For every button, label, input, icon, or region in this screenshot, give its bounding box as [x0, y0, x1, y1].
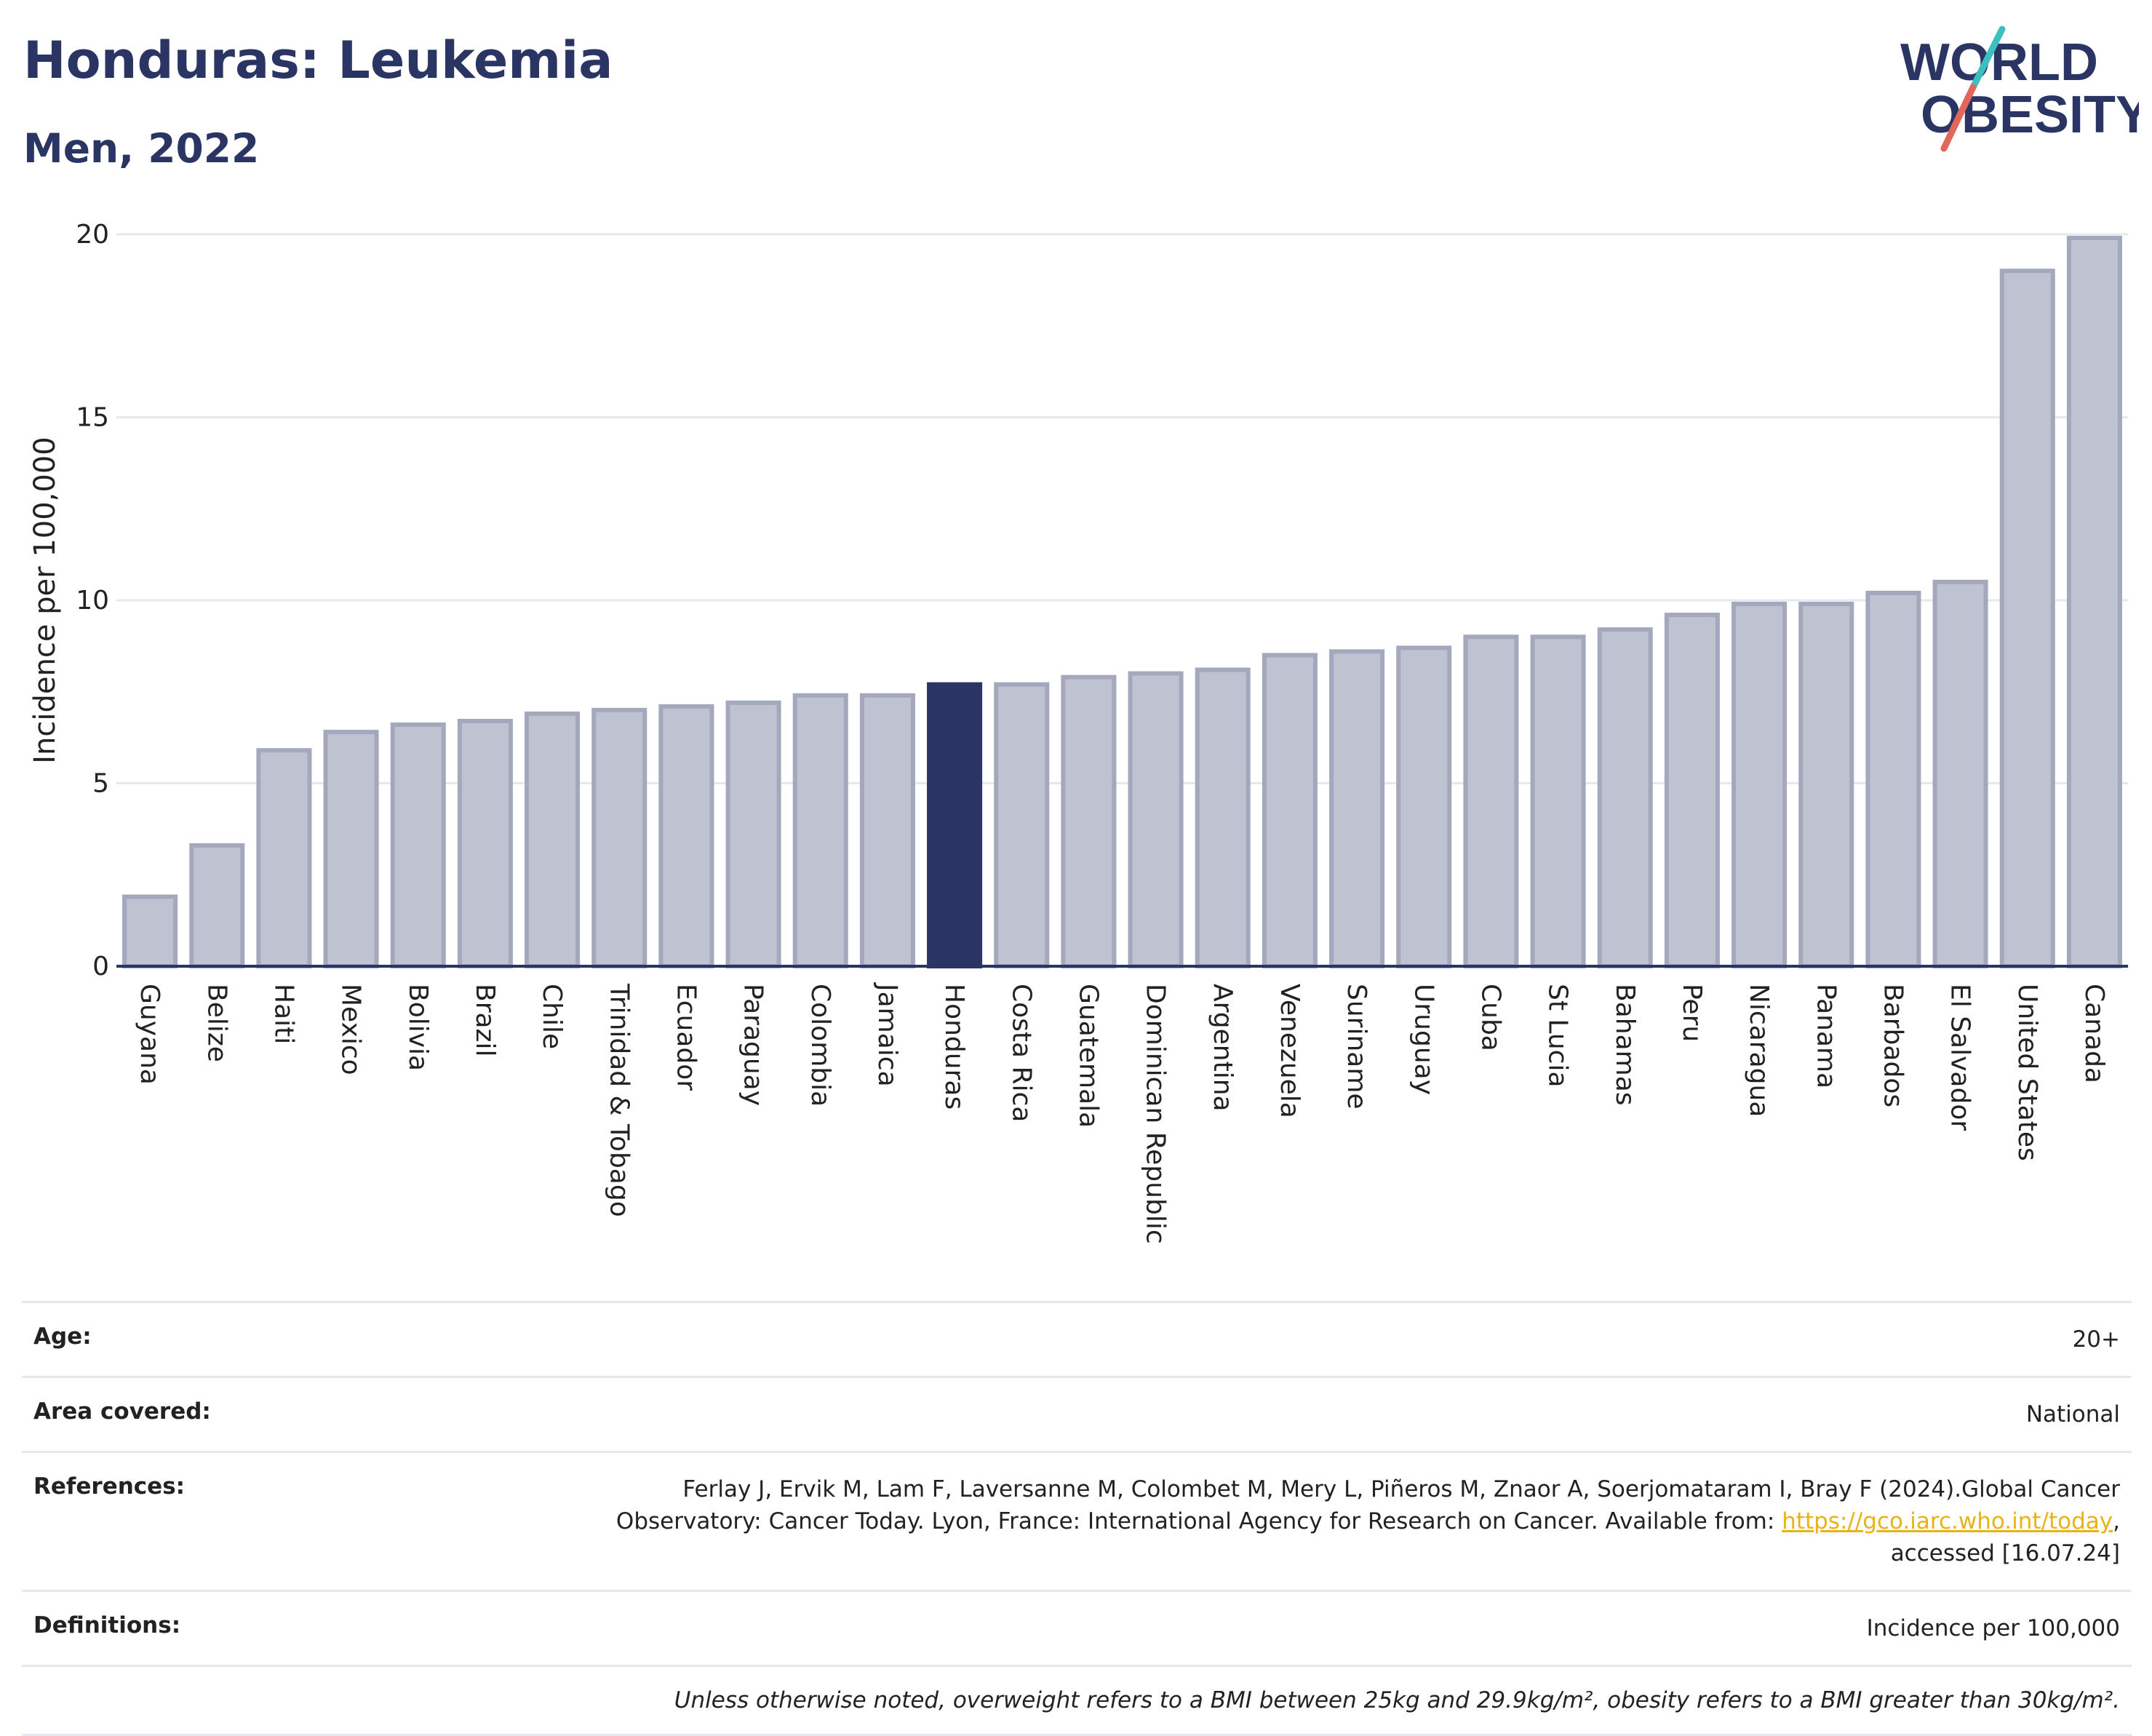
x-tick-label: Costa Rica — [1006, 984, 1036, 1122]
bar — [658, 704, 714, 968]
references-value: Ferlay J, Ervik M, Lam F, Laversanne M, … — [336, 1451, 2132, 1591]
x-tick-label: Ecuador — [671, 984, 701, 1091]
x-tick-label: United States — [2012, 984, 2042, 1161]
x-tick-label: Panama — [1811, 984, 1841, 1088]
references-after-link: , — [2113, 1508, 2120, 1534]
x-tick-label: Guatemala — [1073, 984, 1103, 1128]
references-label: References: — [22, 1451, 336, 1591]
bar — [2066, 236, 2122, 968]
definitions-label: Definitions: — [22, 1590, 336, 1666]
bar — [1195, 667, 1251, 968]
x-tick-label: Trinidad & Tobago — [604, 983, 634, 1217]
area-label: Area covered: — [22, 1376, 336, 1452]
info-row-area: Area covered: National — [22, 1376, 2132, 1452]
x-tick-label: Cuba — [1475, 984, 1505, 1051]
page-subtitle: Men, 2022 — [23, 125, 260, 172]
x-tick-label: Canada — [2079, 984, 2109, 1083]
world-obesity-logo: WORLD OBESITY — [1900, 25, 2139, 152]
info-row-references: References: Ferlay J, Ervik M, Lam F, La… — [22, 1451, 2132, 1591]
bar — [1999, 268, 2055, 968]
bar — [1731, 602, 1788, 969]
x-tick-label: Dominican Republic — [1141, 984, 1171, 1244]
y-tick-label: 0 — [92, 952, 109, 982]
x-tick-label: St Lucia — [1543, 984, 1573, 1088]
x-tick-label: Brazil — [470, 984, 500, 1056]
logo-text-world: WORLD — [1900, 33, 2098, 92]
y-axis-label: Incidence per 100,000 — [28, 437, 62, 764]
x-tick-label: Barbados — [1878, 984, 1908, 1107]
x-tick-label: Nicaragua — [1744, 984, 1774, 1117]
y-tick-label: 20 — [76, 220, 109, 250]
x-tick-label: Peru — [1677, 984, 1707, 1042]
bar — [859, 693, 915, 969]
info-row-note: Unless otherwise noted, overweight refer… — [22, 1665, 2132, 1736]
age-label: Age: — [22, 1301, 336, 1377]
bar — [525, 711, 581, 968]
bmi-note: Unless otherwise noted, overweight refer… — [22, 1665, 2132, 1736]
x-tick-label: Suriname — [1342, 984, 1371, 1110]
bar — [390, 722, 446, 969]
info-row-definitions: Definitions: Incidence per 100,000 — [22, 1590, 2132, 1666]
x-tick-label: Guyana — [135, 984, 164, 1085]
x-tick-label: Bolivia — [403, 984, 433, 1071]
bar — [1664, 613, 1720, 968]
logo-slash-red — [1940, 84, 1977, 152]
x-tick-label: Chile — [537, 984, 567, 1049]
bar — [591, 707, 647, 969]
x-tick-label: Belize — [202, 984, 231, 1062]
x-tick-label: Haiti — [268, 984, 298, 1044]
x-tick-label: Venezuela — [1275, 984, 1304, 1118]
x-tick-label: Jamaica — [872, 982, 902, 1087]
bar — [1329, 649, 1385, 968]
bar-highlight — [927, 682, 983, 968]
bar-chart: 0 5 10 15 20 Incidence per 100,000 Guyana Beliz… — [28, 220, 2128, 1244]
x-tick-label: Paraguay — [738, 984, 768, 1106]
info-row-age: Age: 20+ — [22, 1301, 2132, 1377]
bar — [1865, 590, 1921, 968]
y-tick-label: 15 — [76, 403, 109, 433]
bar — [323, 730, 379, 969]
x-tick-label: Colombia — [805, 984, 835, 1107]
bar — [725, 700, 781, 969]
logo-slash-teal — [1969, 25, 2006, 91]
bar — [1530, 634, 1586, 968]
x-tick-label: Argentina — [1208, 984, 1238, 1112]
references-line-2: Observatory: Cancer Today. Lyon, France:… — [615, 1508, 1782, 1534]
bar — [457, 718, 513, 968]
x-tick-label: Uruguay — [1408, 984, 1438, 1095]
bar — [256, 748, 312, 968]
bar — [1463, 634, 1519, 968]
y-tick-label: 5 — [92, 769, 109, 799]
x-tick-label: El Salvador — [1945, 984, 1975, 1131]
bar — [1262, 653, 1318, 968]
bar — [1128, 671, 1184, 968]
bar — [1932, 579, 1988, 968]
bar — [792, 693, 848, 969]
bar — [1597, 627, 1653, 968]
y-tick-label: 10 — [76, 586, 109, 616]
references-line-1: Ferlay J, Ervik M, Lam F, Laversanne M, … — [682, 1476, 2120, 1502]
bar — [1396, 645, 1452, 968]
definitions-value: Incidence per 100,000 — [336, 1590, 2132, 1666]
bar — [189, 843, 245, 969]
x-tick-label: Honduras — [939, 984, 969, 1110]
page-title: Honduras: Leukemia — [23, 31, 613, 90]
references-line-3: accessed [16.07.24] — [1890, 1540, 2120, 1566]
bar — [1061, 674, 1117, 968]
age-value: 20+ — [336, 1301, 2132, 1377]
x-tick-label: Mexico — [336, 984, 366, 1075]
area-value: National — [336, 1376, 2132, 1452]
x-tick-label: Bahamas — [1610, 984, 1640, 1106]
info-table: Age: 20+ Area covered: National Referenc… — [22, 1301, 2132, 1736]
bar — [1798, 602, 1854, 969]
bar — [122, 894, 178, 969]
bar — [994, 682, 1050, 968]
references-link[interactable]: https://gco.iarc.who.int/today — [1782, 1508, 2113, 1534]
